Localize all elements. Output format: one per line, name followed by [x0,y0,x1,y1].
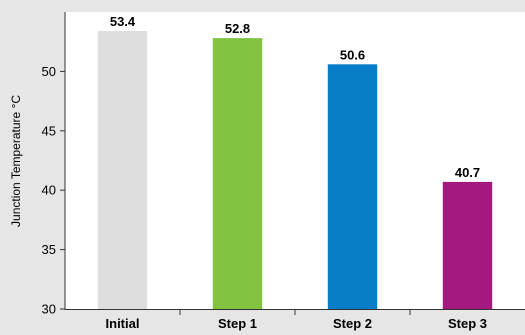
x-ticks [179,309,411,315]
category-labels: Initial Step 1 Step 2 Step 3 [106,316,487,331]
bar-2 [212,38,263,309]
value-label-2: 52.8 [225,21,250,36]
category-label-4: Step 3 [448,316,487,331]
y-tick-label-50: 50 [42,64,56,79]
y-tick-label-30: 30 [42,302,56,317]
value-labels: 53.4 52.8 50.6 40.7 [110,14,480,180]
category-label-1: Initial [106,316,140,331]
value-label-1: 53.4 [110,14,136,29]
value-label-3: 50.6 [340,47,365,62]
bar-1 [97,31,148,309]
y-tick-label-45: 45 [42,123,56,138]
bars [97,31,493,309]
category-label-2: Step 1 [218,316,257,331]
y-ticks: 30 35 40 45 50 [42,64,65,317]
y-axis-title: Junction Temperature °C [9,95,23,227]
y-tick-label-35: 35 [42,242,56,257]
value-label-4: 40.7 [455,165,480,180]
bar-4 [442,181,493,309]
bar-3 [327,64,378,309]
category-label-3: Step 2 [333,316,372,331]
y-tick-label-40: 40 [42,183,56,198]
